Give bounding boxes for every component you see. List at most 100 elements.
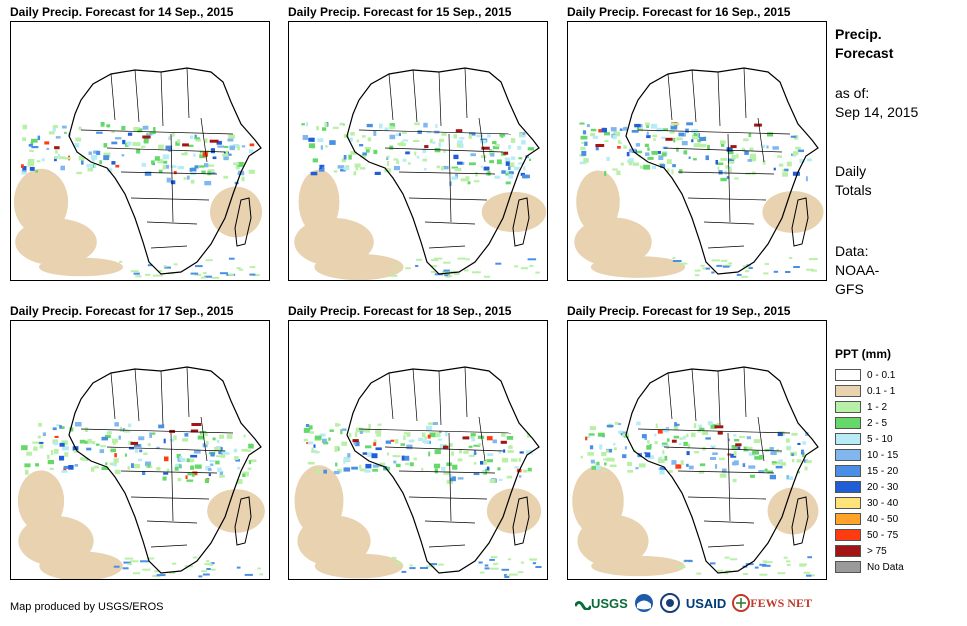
rain-cell bbox=[52, 125, 58, 129]
rain-cell bbox=[389, 125, 394, 130]
country-border bbox=[200, 117, 208, 163]
heavy-rain-cell bbox=[717, 431, 723, 435]
rain-cell bbox=[710, 445, 716, 448]
rain-cell bbox=[603, 458, 607, 461]
rain-cell bbox=[228, 134, 235, 139]
country-border bbox=[743, 67, 747, 119]
rain-cell bbox=[362, 135, 366, 138]
rain-cell bbox=[618, 139, 621, 144]
rain-cell bbox=[62, 426, 65, 429]
rain-cell bbox=[24, 469, 29, 475]
rain-cell bbox=[490, 152, 495, 157]
rain-cell bbox=[228, 153, 232, 156]
rain-cell bbox=[406, 444, 413, 450]
country-border bbox=[667, 73, 673, 121]
rain-cell bbox=[175, 141, 180, 146]
rain-cell bbox=[473, 462, 477, 465]
rain-cell bbox=[128, 440, 133, 445]
rain-cell bbox=[617, 422, 622, 426]
rain-cell bbox=[719, 457, 725, 461]
country-border bbox=[691, 69, 697, 123]
rain-cell bbox=[190, 272, 199, 275]
rain-cell bbox=[124, 557, 134, 560]
rain-cell bbox=[204, 563, 213, 566]
rain-cell bbox=[99, 449, 105, 454]
data-line2: NOAA- bbox=[835, 262, 880, 278]
rain-cell bbox=[427, 434, 431, 439]
rain-cell bbox=[729, 161, 735, 164]
rain-cell bbox=[156, 467, 161, 471]
rain-cell bbox=[660, 164, 666, 168]
rain-cell bbox=[362, 152, 367, 156]
rain-cell bbox=[801, 449, 804, 455]
rain-cell bbox=[24, 463, 31, 468]
rain-cell bbox=[640, 165, 645, 169]
rain-cell bbox=[688, 156, 691, 159]
rain-cell bbox=[635, 143, 641, 147]
rain-cell bbox=[686, 122, 693, 126]
rain-cell bbox=[210, 562, 215, 565]
rain-cell bbox=[661, 442, 668, 445]
rain-cell bbox=[340, 169, 346, 172]
rain-cell bbox=[637, 125, 639, 130]
country-border bbox=[743, 366, 747, 418]
rain-cell bbox=[671, 460, 677, 465]
legend-label: 10 - 15 bbox=[867, 449, 899, 461]
rain-cell bbox=[404, 455, 410, 461]
rain-cell bbox=[775, 465, 783, 469]
rain-cell bbox=[683, 441, 688, 446]
rain-cell bbox=[220, 452, 226, 458]
rain-cell bbox=[530, 558, 536, 561]
rain-cell bbox=[683, 132, 686, 137]
rain-cell bbox=[36, 160, 41, 163]
rain-cell bbox=[602, 469, 606, 472]
legend-swatch bbox=[835, 369, 861, 381]
rain-cell bbox=[450, 270, 456, 273]
rain-cell bbox=[489, 160, 494, 164]
rain-cell bbox=[189, 458, 195, 463]
rain-cell bbox=[614, 421, 619, 425]
rain-cell bbox=[734, 177, 739, 180]
rain-cell bbox=[585, 436, 591, 439]
rain-cell bbox=[797, 471, 800, 474]
rain-cell bbox=[702, 446, 706, 451]
rain-cell bbox=[199, 165, 205, 168]
rain-cell bbox=[478, 443, 482, 446]
rain-cell bbox=[248, 460, 252, 465]
rain-cell bbox=[432, 141, 436, 144]
rain-cell bbox=[811, 269, 817, 272]
rain-cell bbox=[455, 173, 458, 179]
rain-cell bbox=[480, 461, 486, 465]
rain-cell bbox=[771, 461, 777, 464]
dry-zone bbox=[762, 191, 824, 233]
rain-cell bbox=[308, 425, 313, 430]
rain-cell bbox=[444, 274, 450, 277]
rain-cell bbox=[108, 168, 113, 173]
rain-cell bbox=[679, 437, 683, 440]
rain-cell bbox=[216, 455, 222, 458]
rain-cell bbox=[373, 439, 377, 443]
rain-cell bbox=[763, 561, 773, 564]
rain-cell bbox=[222, 452, 230, 455]
rain-cell bbox=[131, 463, 134, 468]
rain-cell bbox=[101, 466, 109, 470]
rain-cell bbox=[341, 428, 347, 431]
rain-cell bbox=[127, 132, 133, 136]
rain-cell bbox=[360, 154, 367, 158]
country-border bbox=[428, 245, 466, 249]
rain-cell bbox=[147, 264, 153, 267]
rain-cell bbox=[228, 257, 235, 260]
rain-cell bbox=[134, 463, 141, 469]
rain-cell bbox=[729, 168, 732, 173]
heavy-rain-cell bbox=[595, 144, 605, 147]
heavy-rain-cell bbox=[142, 135, 151, 139]
rain-cell bbox=[793, 151, 799, 156]
rain-cell bbox=[506, 475, 513, 479]
rain-cell bbox=[132, 572, 141, 575]
rain-cell bbox=[193, 153, 196, 157]
rain-cell bbox=[628, 158, 634, 163]
rain-cell bbox=[308, 143, 316, 148]
rain-cell bbox=[192, 556, 198, 559]
rain-cell bbox=[170, 180, 176, 185]
rain-cell bbox=[212, 437, 216, 441]
